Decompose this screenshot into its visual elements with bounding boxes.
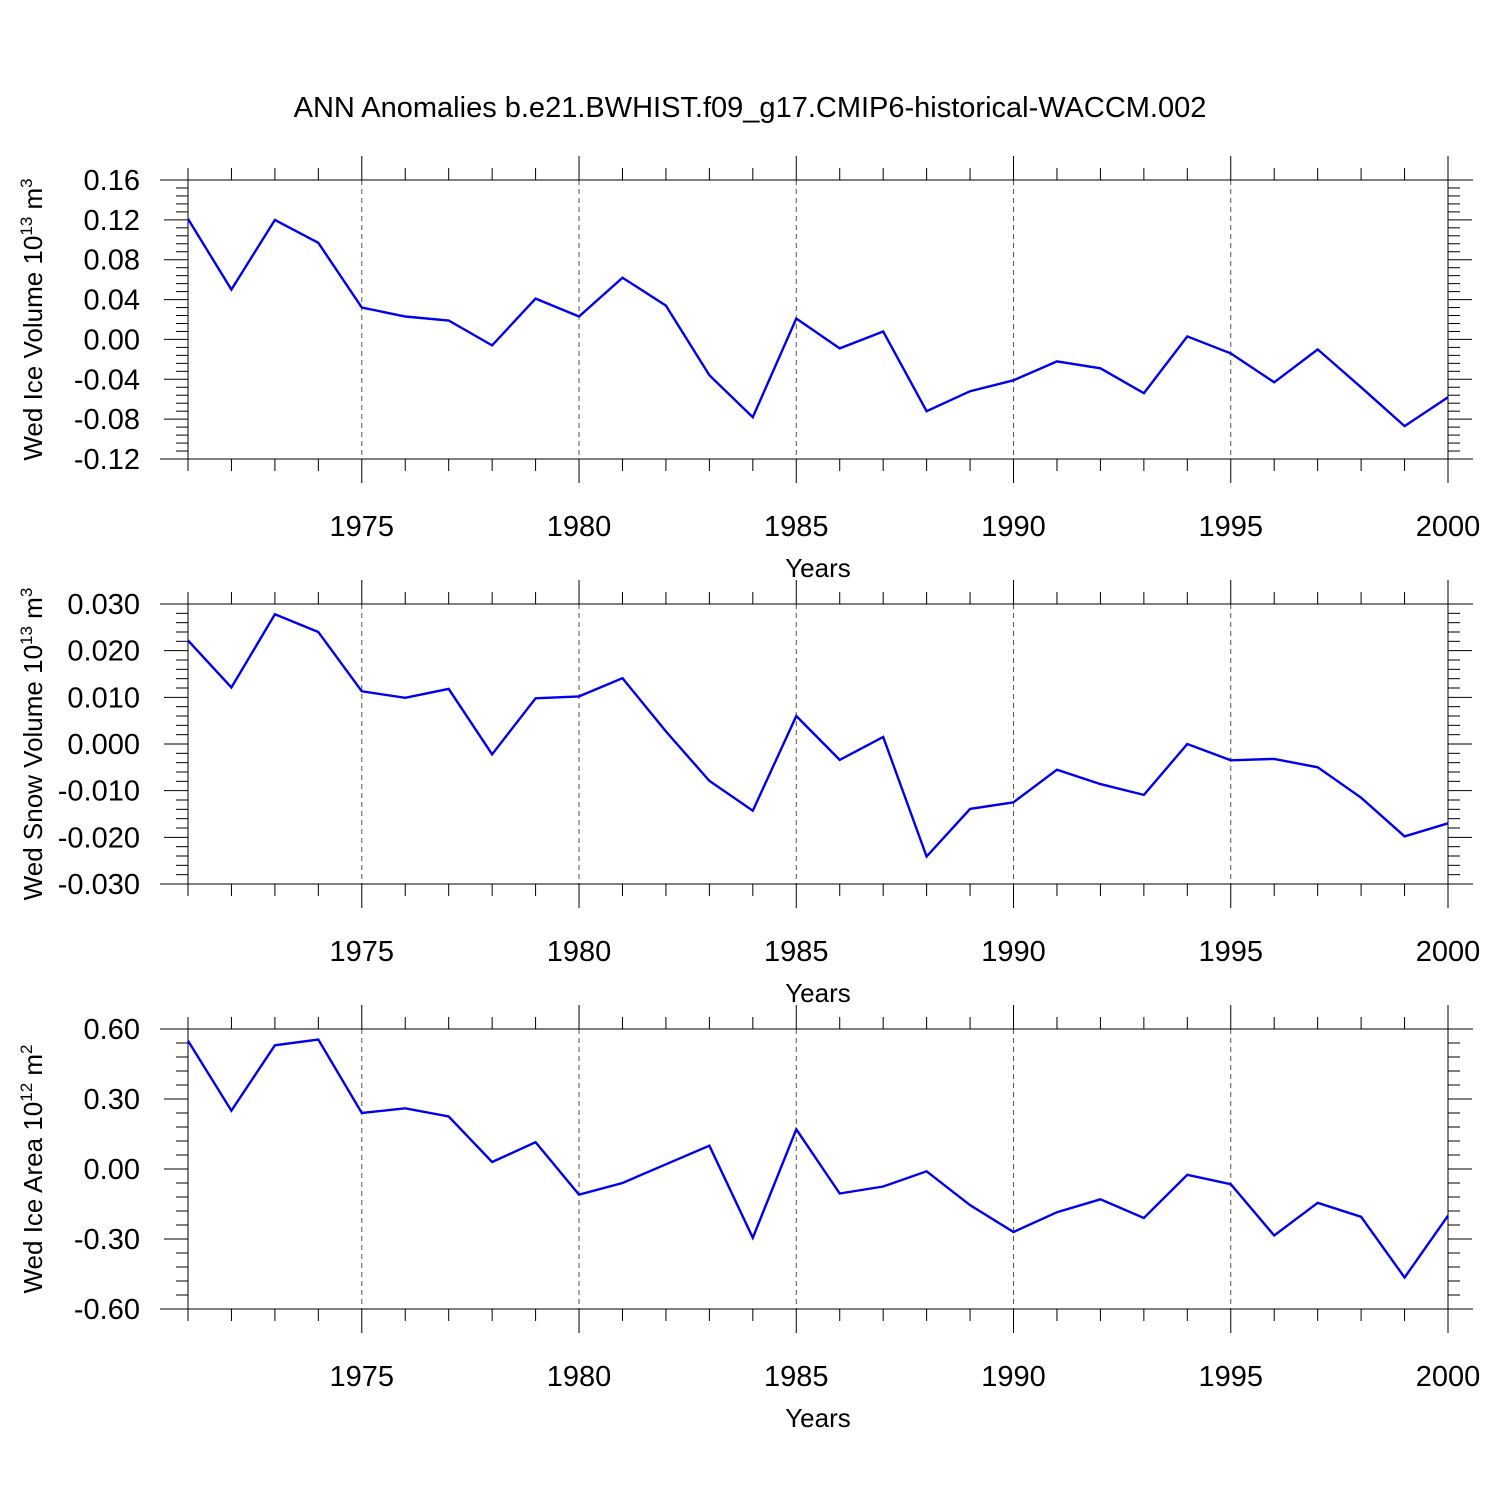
y-tick-label: 0.60 — [84, 1014, 140, 1046]
x-tick-label: 1985 — [764, 1361, 829, 1393]
panel-ice-volume: 0.16 0.12 0.08 0.04 0.00 -0.04 -0.08 -0.12 1975 1… — [17, 156, 1480, 583]
x-tick-label: 1995 — [1199, 1361, 1264, 1393]
y-tick-label: -0.020 — [58, 822, 140, 854]
x-tick-label: 1975 — [330, 936, 395, 968]
x-tick-label: 1990 — [981, 511, 1046, 543]
x-tick-label: 1980 — [547, 511, 612, 543]
panel-snow-volume: 0.030 0.020 0.010 0.000 -0.010 -0.020 -0.030 19… — [17, 580, 1480, 1008]
x-tick-label: 1985 — [764, 936, 829, 968]
chart-title: ANN Anomalies b.e21.BWHIST.f09_g17.CMIP6… — [294, 92, 1207, 124]
x-tick-label: 1995 — [1199, 936, 1264, 968]
y-axis-label: Wed Ice Volume 1013 m3 — [17, 178, 48, 460]
y-tick-label: 0.000 — [67, 729, 140, 761]
y-tick-label: -0.04 — [74, 364, 140, 396]
series-line — [186, 1038, 1449, 1280]
y-tick-label: -0.12 — [74, 444, 140, 476]
x-tick-label: 1980 — [547, 1361, 612, 1393]
x-tick-label: 1990 — [981, 1361, 1046, 1393]
y-axis-label: Wed Snow Volume 1013 m3 — [17, 588, 48, 901]
y-tick-label: -0.08 — [74, 404, 140, 436]
y-axis-label: Wed Ice Area 1012 m2 — [17, 1044, 48, 1293]
x-tick-label: 1980 — [547, 936, 612, 968]
y-tick-label: 0.00 — [84, 324, 140, 356]
series-line — [187, 612, 1449, 859]
x-axis-label: Years — [785, 978, 851, 1008]
y-tick-label: 0.16 — [84, 165, 140, 197]
x-tick-label: 2000 — [1416, 1361, 1481, 1393]
x-tick-label: 2000 — [1416, 511, 1481, 543]
y-tick-label: 0.04 — [84, 285, 140, 317]
x-tick-label: 2000 — [1416, 936, 1481, 968]
x-tick-label: 1990 — [981, 936, 1046, 968]
x-tick-label: 1985 — [764, 511, 829, 543]
series-line — [186, 218, 1449, 428]
x-axis-label: Years — [785, 553, 851, 583]
y-tick-label: 0.020 — [67, 636, 140, 668]
x-tick-label: 1995 — [1199, 511, 1264, 543]
x-tick-label: 1975 — [330, 511, 395, 543]
y-tick-label: 0.030 — [67, 589, 140, 621]
y-tick-label: 0.010 — [67, 682, 140, 714]
y-tick-label: 0.00 — [84, 1154, 140, 1186]
y-tick-label: -0.30 — [74, 1224, 140, 1256]
y-tick-label: 0.12 — [84, 205, 140, 237]
x-axis-label: Years — [785, 1403, 851, 1433]
x-tick-label: 1975 — [330, 1361, 395, 1393]
y-tick-label: -0.030 — [58, 869, 140, 901]
y-tick-label: 0.08 — [84, 245, 140, 277]
y-tick-label: -0.010 — [58, 776, 140, 808]
y-tick-label: -0.60 — [74, 1294, 140, 1326]
panel-ice-area: 0.60 0.30 0.00 -0.30 -0.60 1975 1980 1985 1990 19… — [17, 1005, 1480, 1433]
y-tick-label: 0.30 — [84, 1084, 140, 1116]
